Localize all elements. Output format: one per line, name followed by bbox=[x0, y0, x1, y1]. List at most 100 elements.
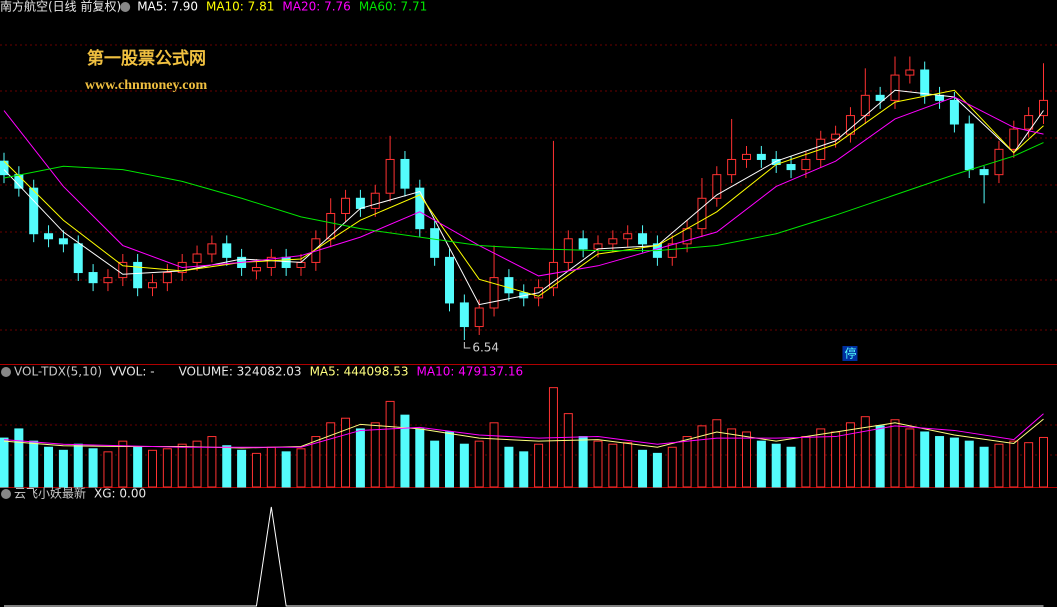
volume-bar bbox=[400, 414, 410, 488]
volume-bar bbox=[237, 449, 247, 488]
volume-bar bbox=[534, 443, 544, 488]
volume-bar bbox=[311, 436, 321, 488]
candle-body bbox=[355, 197, 365, 209]
candle-body bbox=[148, 282, 157, 289]
legend-label: MA5: 7.90 bbox=[137, 0, 198, 14]
indicator-line bbox=[4, 506, 1044, 607]
volume-bar bbox=[341, 417, 351, 488]
candle-body bbox=[133, 261, 143, 289]
volume-bar bbox=[177, 443, 187, 488]
volume-bar bbox=[786, 446, 796, 488]
menu-icon bbox=[120, 2, 131, 12]
candle-body bbox=[400, 158, 410, 189]
ma-line bbox=[3, 96, 1044, 277]
legend-label: MA5: 444098.53 bbox=[310, 365, 409, 379]
volume-bar bbox=[281, 451, 291, 488]
pane-title: VOL-TDX(5,10) bbox=[14, 365, 102, 379]
candle-body bbox=[1039, 99, 1048, 117]
volume-bar bbox=[697, 425, 707, 488]
candle-body bbox=[979, 169, 989, 176]
candle-body bbox=[430, 228, 440, 258]
candle-body bbox=[88, 272, 98, 284]
candle-body bbox=[712, 174, 722, 199]
volume-bar bbox=[667, 446, 677, 488]
volume-bar bbox=[29, 440, 39, 488]
volume-bar bbox=[1009, 440, 1019, 488]
volume-bar bbox=[222, 445, 232, 488]
candle-body bbox=[415, 187, 425, 230]
volume-bar bbox=[742, 431, 751, 488]
volume-bar bbox=[949, 437, 959, 488]
candle-body bbox=[118, 261, 128, 279]
volume-bar bbox=[994, 443, 1004, 488]
candle-body bbox=[563, 238, 573, 263]
candle-body bbox=[742, 153, 751, 160]
volume-bar bbox=[920, 431, 930, 488]
volume-bar bbox=[979, 446, 989, 488]
volume-bar bbox=[207, 436, 217, 488]
candle-body bbox=[341, 197, 351, 214]
menu-icon bbox=[1, 367, 11, 377]
candle-body bbox=[756, 153, 766, 160]
candle-body bbox=[638, 233, 648, 245]
volume-bar bbox=[355, 428, 365, 488]
volume-bar bbox=[474, 440, 484, 488]
candle-body bbox=[14, 174, 24, 189]
ma-line bbox=[3, 418, 1044, 449]
candle-body bbox=[44, 233, 54, 240]
volume-bar bbox=[445, 431, 454, 488]
candle-body bbox=[1024, 115, 1034, 130]
volume-bar bbox=[1024, 442, 1034, 488]
volume-bar bbox=[845, 422, 855, 488]
ma-line bbox=[3, 89, 1044, 297]
volume-bar bbox=[385, 400, 395, 488]
volume-bar bbox=[905, 428, 915, 488]
candle-body bbox=[370, 192, 380, 209]
candle-body bbox=[905, 69, 915, 76]
low-leader bbox=[463, 342, 471, 349]
volume-bar bbox=[44, 446, 54, 488]
volume-bar bbox=[14, 428, 24, 488]
volume-bar bbox=[860, 416, 870, 488]
volume-bar bbox=[118, 440, 128, 488]
candle-body bbox=[207, 243, 217, 255]
volume-bar bbox=[88, 448, 98, 488]
pane-title: 云飞小妖最新 bbox=[14, 486, 86, 501]
volume-bar bbox=[162, 448, 172, 488]
candle-body bbox=[222, 243, 232, 258]
volume-bar bbox=[266, 446, 276, 488]
candle-body bbox=[474, 307, 484, 328]
volume-bar bbox=[0, 437, 9, 488]
ma-line bbox=[3, 142, 1044, 252]
volume-bar bbox=[430, 440, 440, 488]
volume-bar bbox=[712, 419, 722, 488]
halt-marker: 停 bbox=[844, 346, 856, 361]
candle-body bbox=[949, 99, 959, 125]
candle-body bbox=[786, 164, 796, 171]
volume-bar bbox=[682, 436, 692, 488]
volume-bar bbox=[1039, 436, 1048, 488]
candle-body bbox=[103, 277, 113, 284]
legend-label: VOLUME: 324082.03 bbox=[179, 365, 302, 379]
candle-body bbox=[593, 243, 603, 250]
volume-bar bbox=[608, 443, 618, 488]
candle-body bbox=[578, 238, 588, 250]
candle-body bbox=[489, 277, 499, 309]
volume-bar bbox=[73, 443, 83, 488]
candle-body bbox=[73, 243, 83, 274]
volume-bar bbox=[727, 428, 737, 488]
volume-bar bbox=[296, 448, 306, 488]
volume-bar bbox=[652, 452, 662, 488]
volume-bar bbox=[623, 442, 633, 488]
chart-title: 南方航空(日线 前复权) bbox=[0, 0, 121, 14]
watermark-title: 第一股票公式网 bbox=[87, 48, 206, 68]
candle-body bbox=[831, 133, 841, 140]
volume-bar bbox=[133, 446, 143, 488]
candle-body bbox=[459, 302, 469, 328]
candle-body bbox=[548, 261, 558, 289]
candle-body bbox=[608, 238, 618, 245]
candle-body bbox=[1009, 128, 1019, 150]
candle-body bbox=[697, 197, 707, 230]
